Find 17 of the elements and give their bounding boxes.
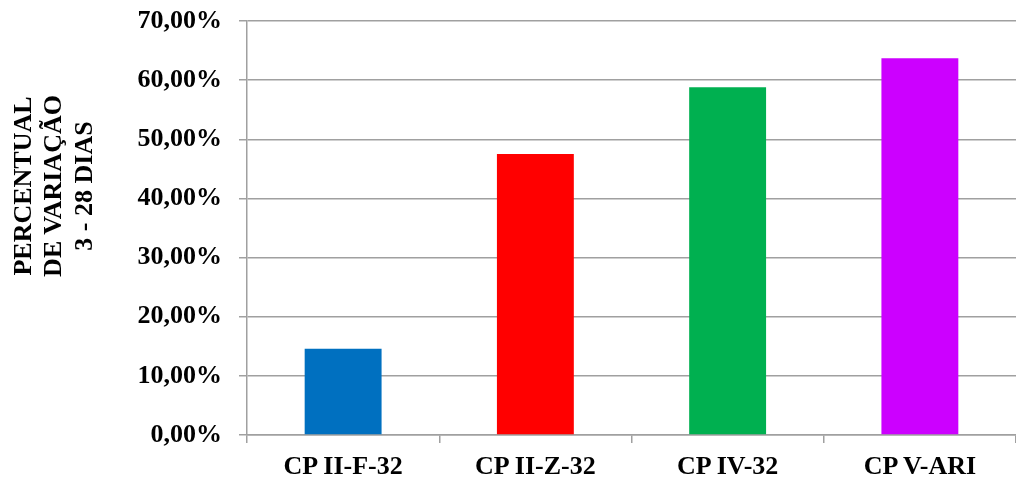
y-tick-label: 0,00%: [150, 418, 222, 448]
x-tick-label: CP II-Z-32: [475, 451, 596, 481]
bar: [496, 154, 574, 435]
x-tick-label: CP IV-32: [676, 451, 779, 481]
x-tick-label: CP V-ARI: [863, 451, 977, 481]
x-tick-label: CP II-F-32: [283, 451, 403, 481]
y-tick-label: 40,00%: [137, 182, 222, 212]
y-tick-label: 20,00%: [137, 300, 222, 330]
y-tick-label: 60,00%: [137, 63, 222, 93]
y-tick-label: 70,00%: [137, 4, 222, 34]
y-tick-label: 10,00%: [137, 359, 222, 389]
y-tick-label: 50,00%: [137, 123, 222, 152]
bar: [881, 58, 959, 435]
bar: [689, 87, 767, 435]
y-axis-title: PERCENTUAL DE VARIAÇÃO 3 - 28 DIAS: [7, 95, 98, 277]
bar: [304, 348, 382, 435]
y-tick-label: 30,00%: [137, 241, 222, 271]
